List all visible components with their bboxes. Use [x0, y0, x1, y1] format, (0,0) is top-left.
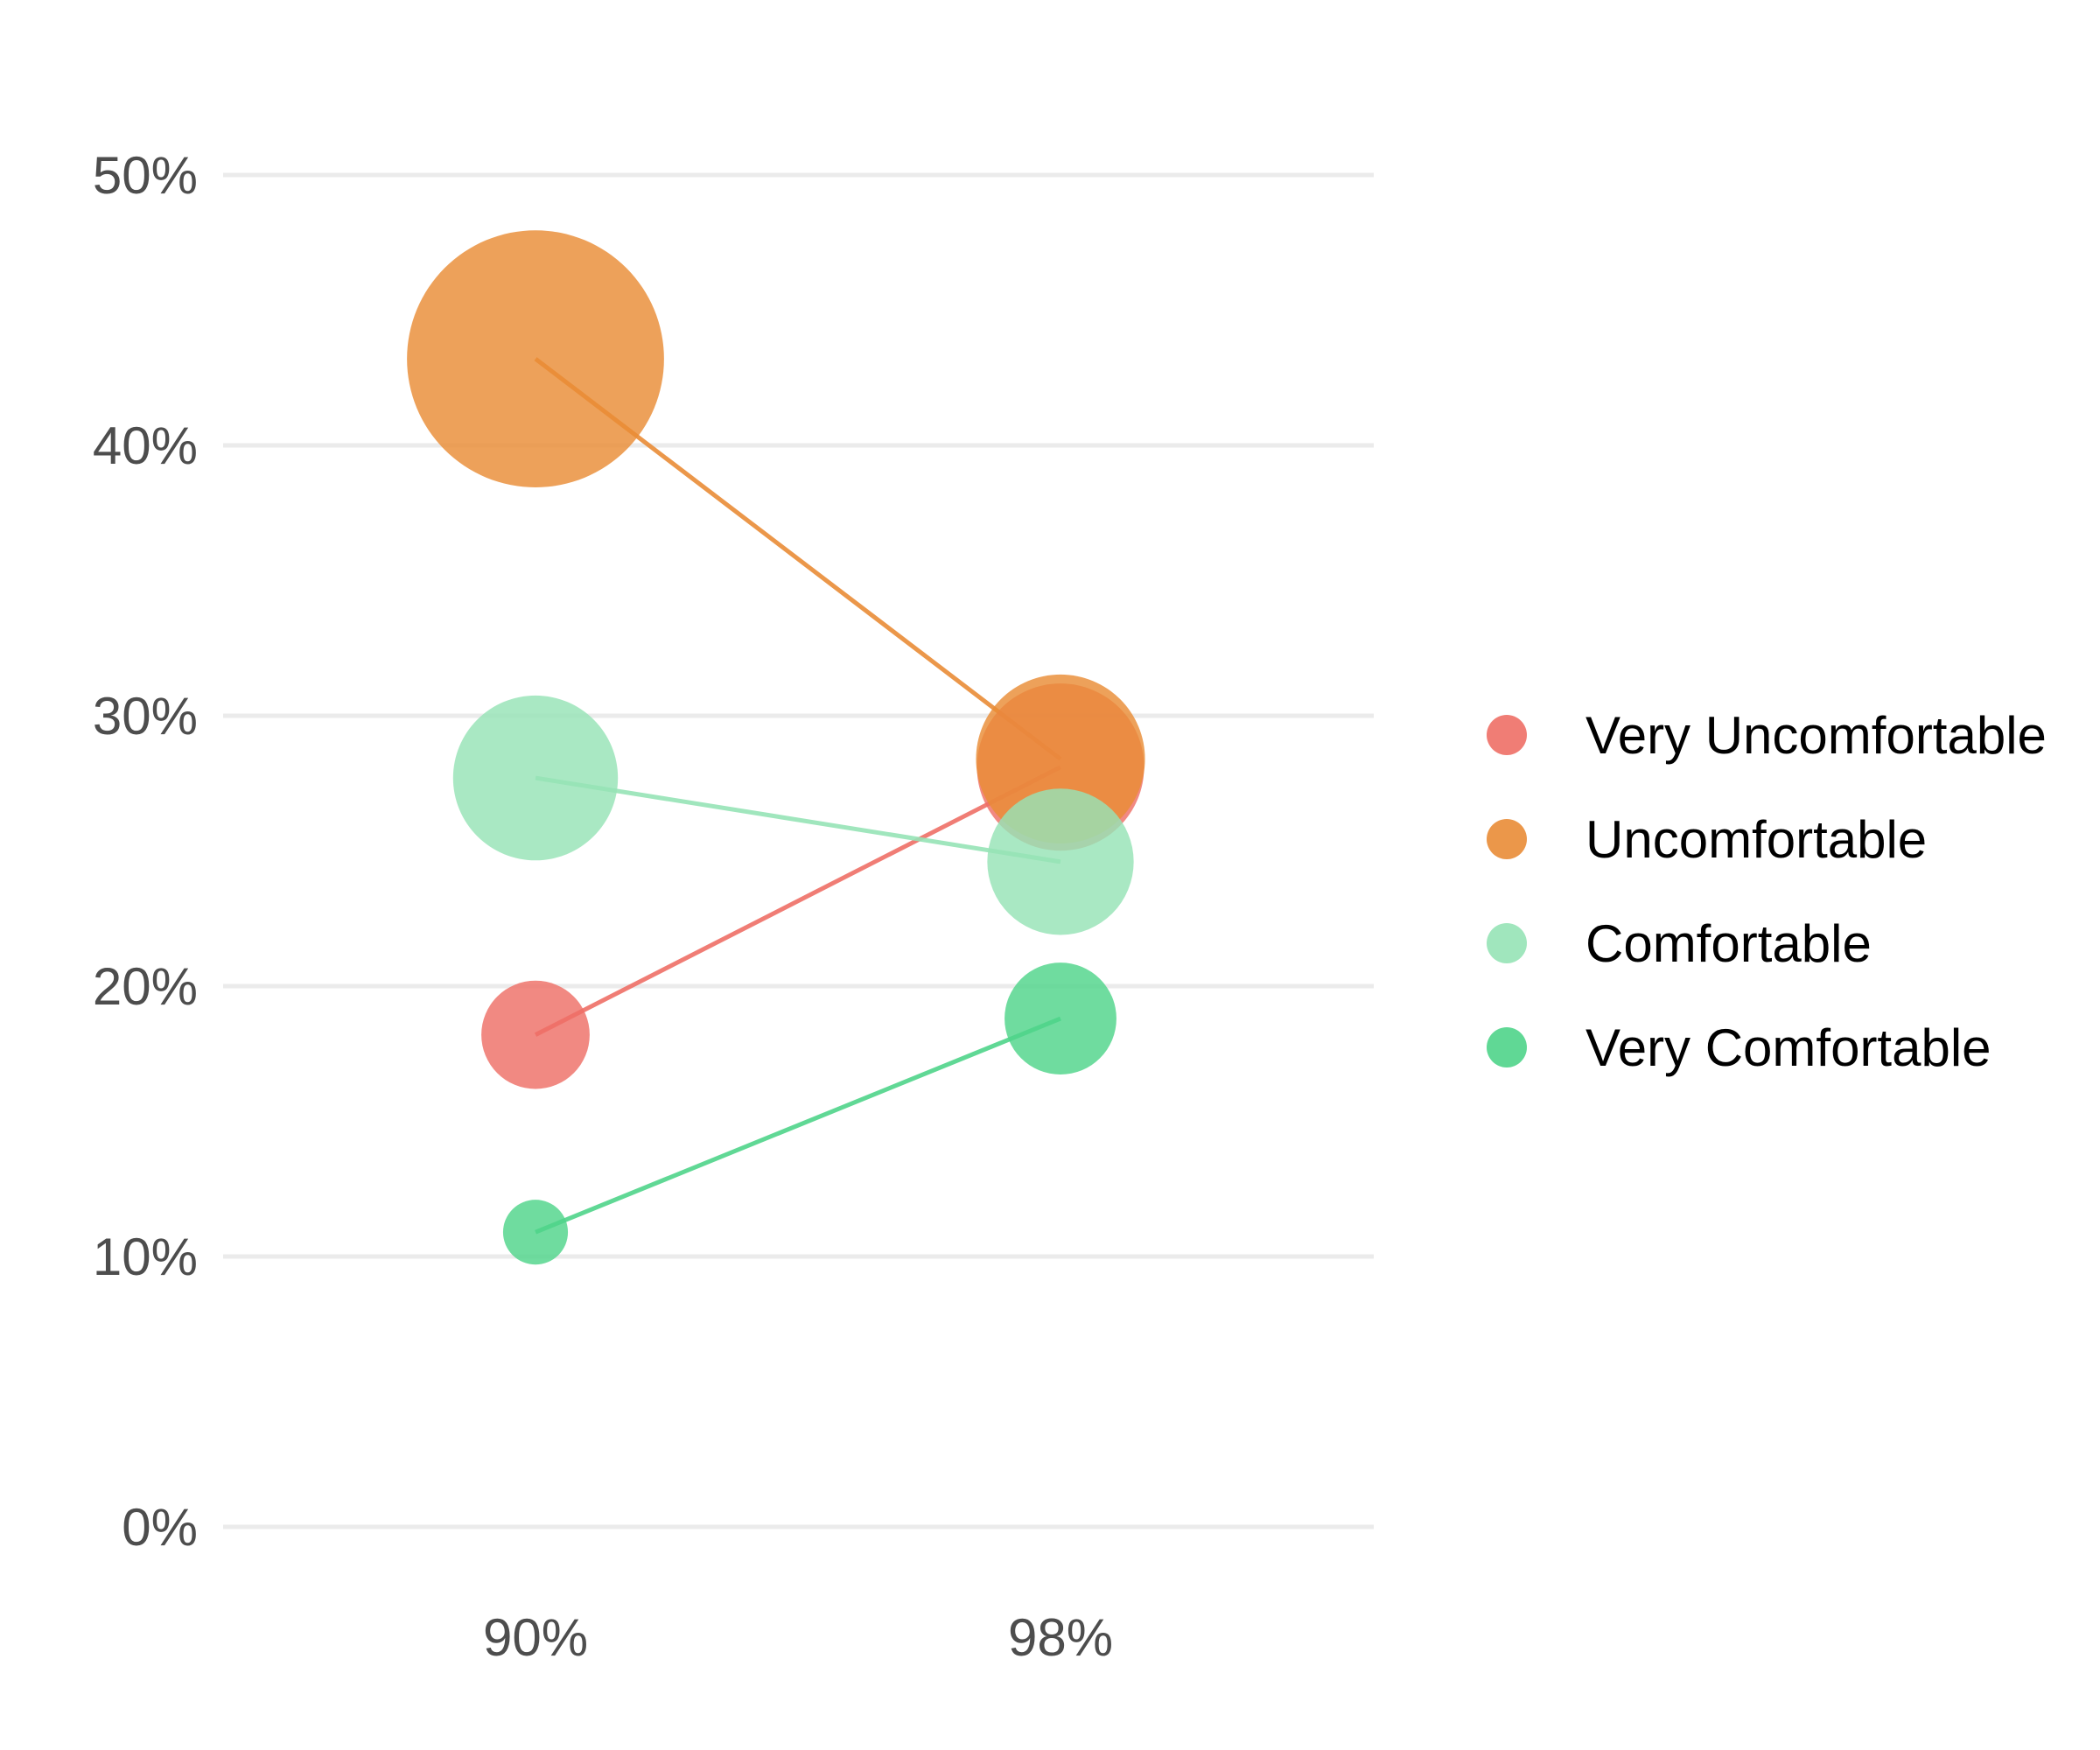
series-line	[534, 765, 1062, 1037]
data-point	[976, 674, 1145, 844]
legend-label: Very Uncomfortable	[1586, 706, 2047, 765]
x-tick-label: 90%	[483, 1608, 588, 1667]
y-tick-label: 10%	[93, 1228, 198, 1286]
y-tick-label: 0%	[122, 1498, 198, 1557]
y-axis-ticks: 0% 10% 20% 30% 40% 50%	[93, 146, 198, 1557]
x-axis-ticks: 90% 98%	[483, 1608, 1113, 1667]
legend-label: Uncomfortable	[1586, 810, 1927, 869]
y-tick-label: 40%	[93, 416, 198, 475]
y-tick-label: 30%	[93, 687, 198, 746]
series-line	[535, 1016, 1061, 1235]
data-point	[987, 788, 1134, 935]
data-point	[452, 695, 619, 861]
series-line	[535, 775, 1061, 864]
legend: Very Uncomfortable Uncomfortable Comfortab…	[1487, 706, 2047, 1077]
legend-label: Very Comfortable	[1586, 1018, 1992, 1077]
y-tick-label: 20%	[93, 957, 198, 1016]
x-tick-label: 98%	[1008, 1608, 1113, 1667]
legend-key	[1487, 819, 1527, 859]
legend-key	[1487, 715, 1527, 755]
legend-key	[1487, 1027, 1527, 1068]
series-lines	[534, 357, 1062, 1235]
data-point	[407, 230, 664, 487]
data-point	[481, 980, 590, 1089]
grid-layer	[223, 172, 1374, 1530]
data-point	[502, 1200, 569, 1265]
legend-key	[1487, 923, 1527, 963]
legend-label: Comfortable	[1586, 914, 1872, 973]
series-points	[407, 230, 1145, 1265]
y-tick-label: 50%	[93, 146, 198, 205]
data-point	[1004, 962, 1116, 1074]
